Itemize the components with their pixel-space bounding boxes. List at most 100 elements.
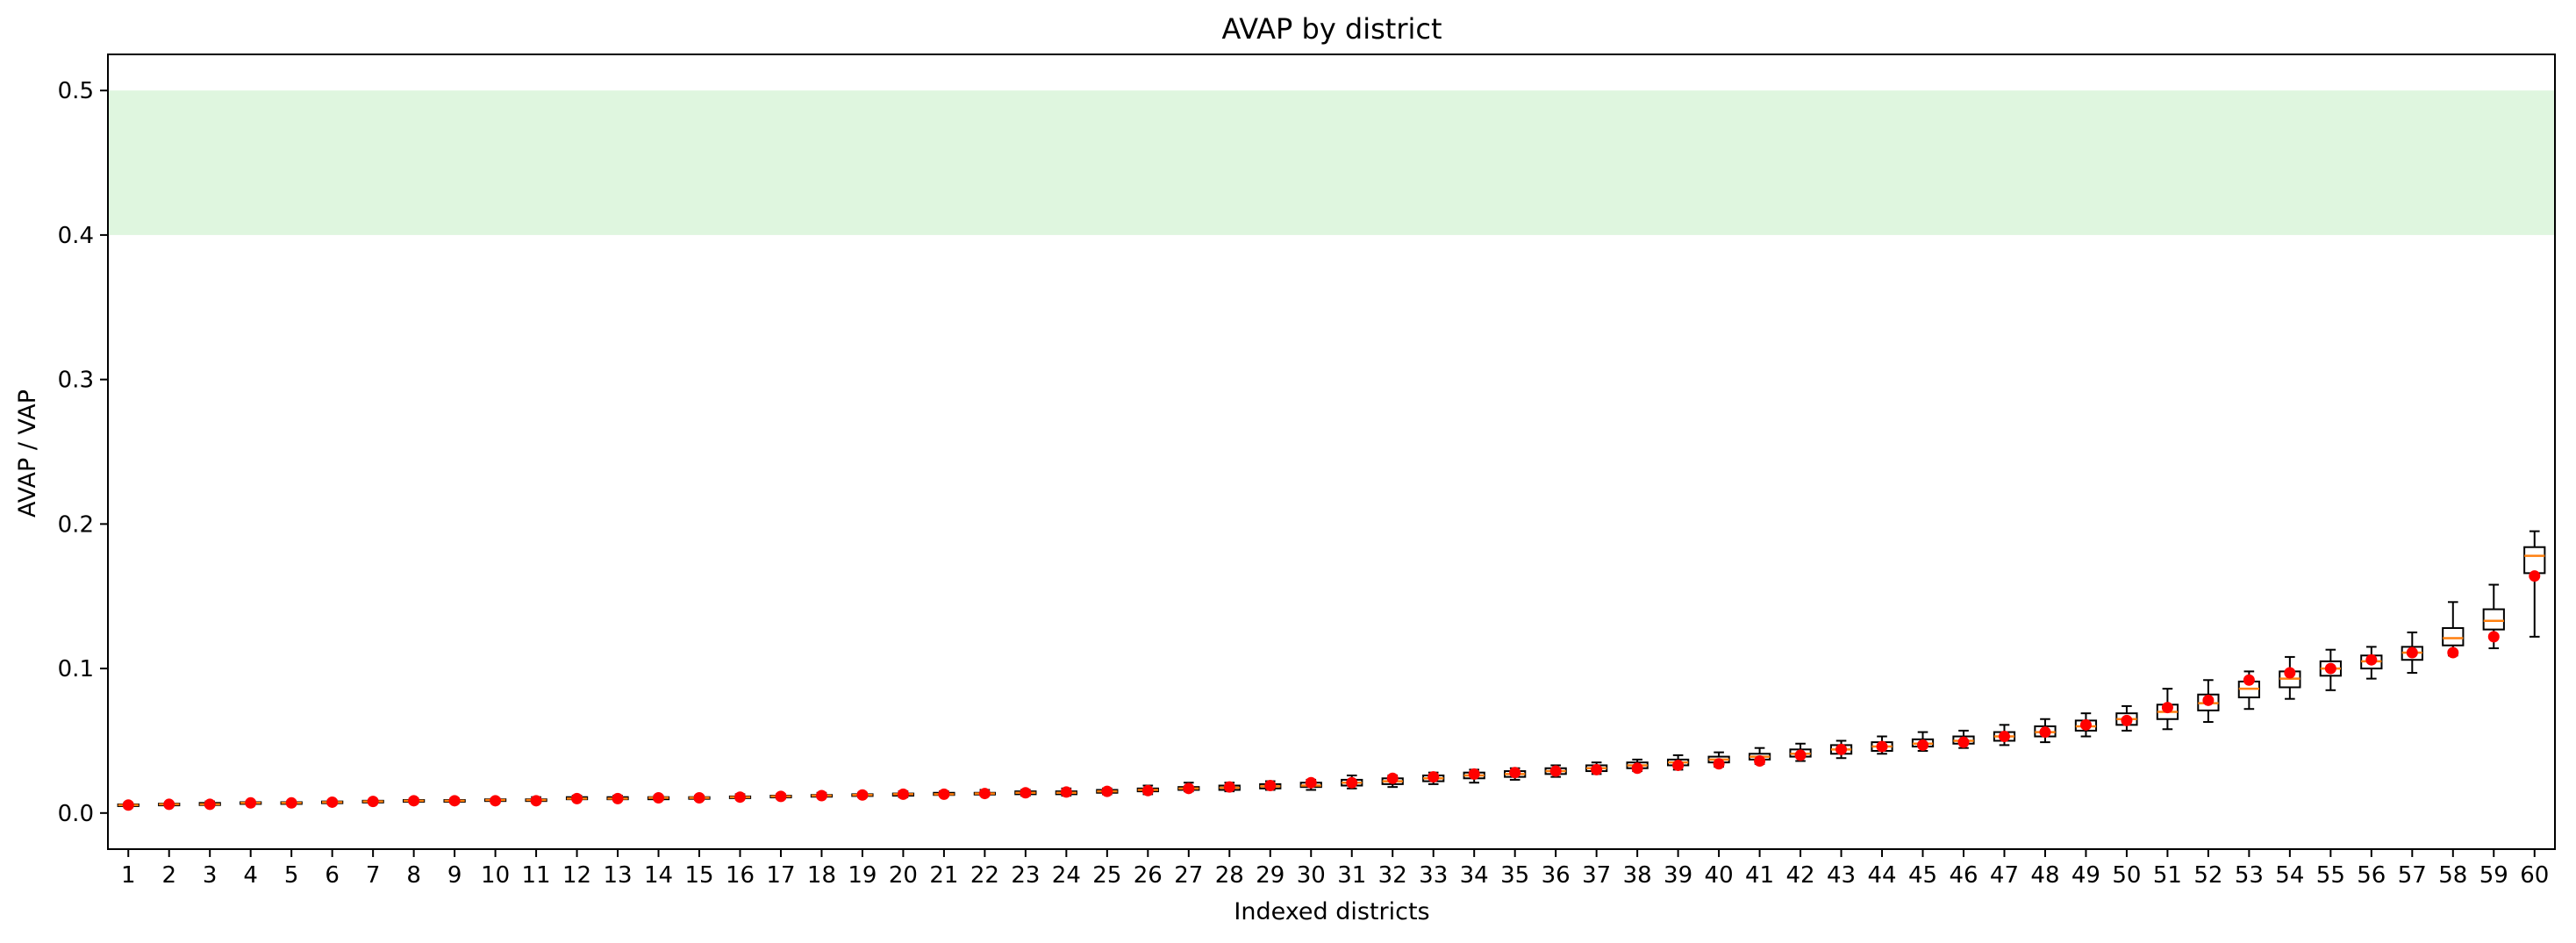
district-box-34	[1463, 768, 1485, 784]
box-layer	[117, 530, 2546, 811]
axis-layer: 0.00.10.20.30.40.51 2 3 4 5 6 7 8 9 10 11 12 13 14 15 1…	[58, 54, 2556, 889]
district-box-17	[769, 790, 792, 803]
x-tick-label: 11	[522, 862, 551, 889]
x-tick-label: 40	[1705, 862, 1734, 889]
x-tick-label: 50	[2112, 862, 2141, 889]
district-box-16	[728, 791, 752, 804]
x-axis-title: Indexed districts	[1234, 898, 1429, 925]
x-tick-label: 33	[1419, 862, 1448, 889]
district-box-11	[525, 795, 547, 807]
y-tick-label: 0.5	[58, 78, 94, 104]
district-box-26	[1136, 784, 1159, 797]
x-tick-label: 28	[1215, 862, 1244, 889]
district-box-49	[2074, 712, 2098, 738]
plan-marker	[733, 791, 746, 804]
plan-marker	[2447, 647, 2459, 659]
district-box-42	[1789, 742, 1812, 762]
plan-marker	[2529, 570, 2541, 582]
plan-marker	[938, 788, 950, 800]
x-tick-label: 46	[1949, 862, 1978, 889]
district-box-14	[647, 792, 670, 804]
x-tick-label: 31	[1337, 862, 1366, 889]
x-tick-label: 5	[284, 862, 299, 889]
district-box-20	[891, 788, 915, 800]
district-box-58	[2442, 601, 2465, 659]
district-box-4	[240, 797, 262, 809]
x-tick-label: 15	[684, 862, 713, 889]
y-axis-title: AVAP / VAP	[14, 389, 41, 518]
x-tick-label: 14	[644, 862, 673, 889]
plan-marker	[1794, 749, 1807, 761]
plan-marker	[2243, 674, 2255, 686]
district-box-32	[1381, 772, 1404, 789]
plan-marker	[571, 792, 583, 804]
district-box-55	[2319, 648, 2342, 691]
x-tick-label: 45	[1908, 862, 1937, 889]
district-box-24	[1055, 786, 1077, 798]
plan-marker	[163, 798, 175, 811]
iqr-box	[2442, 626, 2465, 647]
plan-marker	[2284, 667, 2296, 679]
plan-marker	[1631, 762, 1643, 775]
plan-marker	[122, 799, 134, 811]
district-box-53	[2237, 670, 2260, 711]
plan-marker	[1305, 776, 1317, 789]
plan-marker	[1264, 780, 1277, 792]
plan-marker	[1428, 771, 1440, 783]
x-tick-label: 52	[2193, 862, 2222, 889]
x-tick-label: 53	[2235, 862, 2264, 889]
x-tick-label: 36	[1542, 862, 1571, 889]
plan-marker	[1917, 739, 1929, 751]
district-box-59	[2482, 583, 2505, 650]
y-tick-label: 0.2	[58, 511, 94, 538]
district-box-31	[1341, 774, 1363, 789]
x-tick-label: 54	[2275, 862, 2304, 889]
plan-marker	[1998, 731, 2010, 743]
chart-title: AVAP by district	[1221, 12, 1442, 46]
x-tick-label: 47	[1990, 862, 2019, 889]
x-tick-label: 19	[848, 862, 877, 889]
district-box-2	[158, 798, 181, 811]
district-box-23	[1014, 787, 1037, 799]
district-box-35	[1504, 767, 1527, 781]
x-tick-label: 57	[2398, 862, 2427, 889]
x-tick-label: 60	[2520, 862, 2549, 889]
plan-marker	[2202, 694, 2215, 706]
district-box-29	[1259, 780, 1282, 792]
district-box-36	[1544, 764, 1567, 778]
plan-marker	[204, 798, 216, 811]
x-tick-label: 34	[1460, 862, 1489, 889]
district-box-15	[688, 792, 711, 804]
district-box-40	[1707, 751, 1730, 770]
district-box-39	[1666, 754, 1690, 771]
x-tick-label: 7	[366, 862, 381, 889]
x-tick-label: 6	[325, 862, 340, 889]
district-box-50	[2115, 704, 2138, 732]
x-tick-label: 26	[1134, 862, 1163, 889]
plan-marker	[1549, 765, 1562, 777]
x-tick-label: 2	[161, 862, 176, 889]
x-tick-label: 43	[1827, 862, 1856, 889]
plan-marker	[2121, 714, 2133, 726]
plan-marker	[1468, 768, 1480, 780]
plan-marker	[1223, 781, 1235, 793]
plan-marker	[285, 797, 297, 809]
district-box-52	[2197, 679, 2220, 724]
x-tick-label: 27	[1174, 862, 1203, 889]
plan-marker	[1346, 776, 1358, 789]
plan-marker	[1754, 755, 1766, 768]
x-tick-label: 10	[481, 862, 510, 889]
x-tick-label: 41	[1745, 862, 1774, 889]
x-tick-label: 8	[406, 862, 421, 889]
plan-marker	[897, 788, 909, 800]
plan-marker	[490, 795, 502, 807]
plan-marker	[1672, 759, 1685, 771]
y-tick-label: 0.4	[58, 223, 94, 249]
district-box-1	[117, 799, 140, 811]
plan-marker	[2365, 654, 2378, 666]
plan-marker	[1957, 736, 1970, 748]
x-tick-label: 37	[1582, 862, 1611, 889]
plan-marker	[1020, 787, 1032, 799]
